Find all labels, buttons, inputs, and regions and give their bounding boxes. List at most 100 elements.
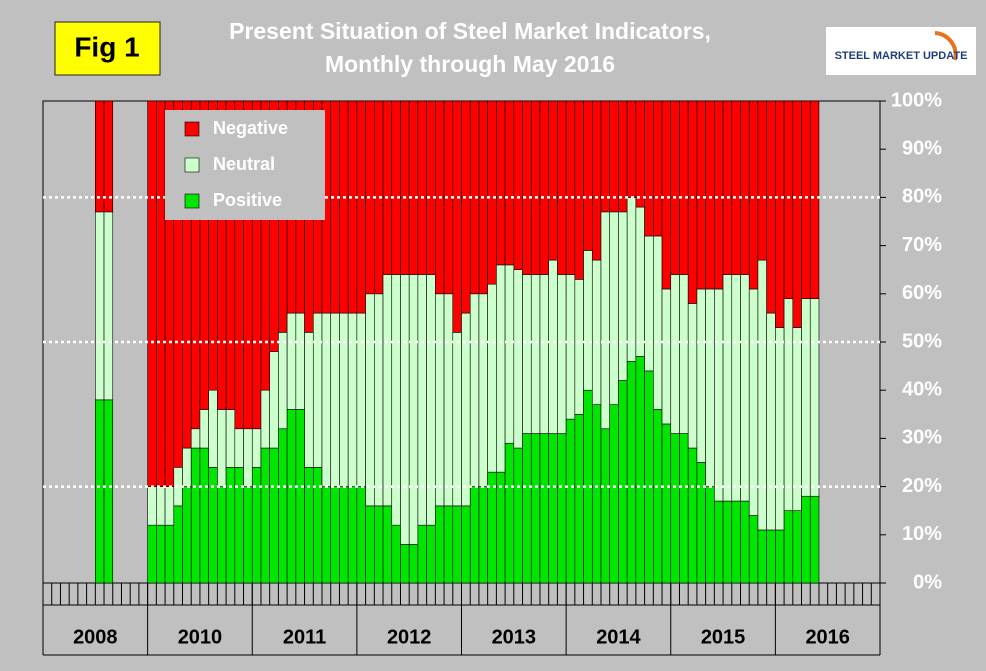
bar-segment [731, 274, 741, 502]
bar-segment [435, 293, 445, 507]
bar-segment [591, 259, 602, 405]
bar-segment [705, 486, 715, 584]
bar-segment [243, 486, 253, 584]
bar-segment [164, 486, 175, 526]
bar-segment [705, 288, 715, 487]
bar-segment [103, 100, 114, 213]
bar-segment [766, 100, 776, 314]
bar-segment [103, 399, 114, 584]
bar-segment [487, 471, 497, 584]
bar-segment [234, 467, 244, 584]
bar-segment [260, 447, 270, 584]
bar-segment [190, 428, 201, 449]
bar-segment [217, 486, 227, 584]
figure-label: Fig 1 [74, 31, 139, 62]
bar-segment [574, 279, 584, 415]
bar-segment [722, 500, 733, 584]
bar-segment [757, 529, 767, 584]
bar-segment [225, 409, 236, 468]
bar-segment [809, 495, 820, 584]
bar-segment [452, 100, 462, 333]
bar-segment [251, 467, 262, 584]
bar-segment [208, 467, 218, 584]
bar-segment [557, 433, 567, 584]
bar-segment [687, 303, 698, 449]
y-tick-label: 30% [902, 427, 942, 449]
bar-segment [190, 447, 201, 584]
bar-segment [382, 505, 393, 584]
bar-segment [783, 510, 794, 584]
bar-segment [635, 356, 645, 584]
bar-segment [714, 100, 724, 290]
bar-segment [801, 100, 811, 299]
bar-segment [356, 312, 366, 487]
bar-segment [696, 288, 706, 463]
bar-segment [391, 524, 401, 584]
bar-segment [801, 298, 811, 497]
bar-segment [312, 312, 323, 468]
bar-segment [644, 370, 654, 584]
bar-segment [679, 433, 689, 584]
bar-segment [530, 274, 541, 434]
bar-segment [452, 505, 462, 584]
x-tick-label: 2015 [701, 626, 746, 648]
bar-segment [147, 524, 157, 584]
bar-segment [278, 428, 288, 584]
bar-segment [809, 298, 820, 497]
y-tick-label: 50% [902, 330, 942, 352]
bar-segment [461, 100, 471, 314]
bar-segment [304, 332, 314, 468]
logo-text: STEEL MARKET UPDATE [835, 50, 968, 62]
bar-segment [687, 447, 698, 584]
plot: 0% 10% 20% 30% 40% 50% 60% 70% 80% 90% 100% 2008 201… [42, 89, 942, 656]
bar-segment [574, 100, 584, 280]
bar-segment [609, 211, 619, 405]
figure-label-box [54, 21, 161, 76]
bar-segment [653, 409, 663, 584]
bar-segment [199, 409, 209, 449]
bar-segment [775, 100, 785, 328]
bar-segment [591, 100, 602, 261]
bar-segment [714, 288, 724, 502]
bar-segment [653, 100, 663, 237]
y-tick-label: 20% [902, 475, 942, 497]
bar-segment [748, 100, 759, 290]
bar-segment [748, 288, 759, 516]
bar-segment [801, 495, 811, 584]
bar-segment [347, 100, 358, 314]
y-tick-label: 0% [913, 571, 942, 593]
bar-segment [775, 327, 785, 531]
bar-segment [435, 505, 445, 584]
y-tick-label: 80% [902, 186, 942, 208]
bar-segment [714, 500, 724, 584]
bar-segment [618, 211, 628, 381]
bar-segment [208, 389, 218, 468]
bar-segment [347, 486, 358, 584]
bar-segment [618, 380, 628, 584]
bar-segment [626, 197, 637, 362]
bar-segment [513, 269, 523, 449]
bar-segment [164, 524, 175, 584]
bar-segment [295, 409, 305, 584]
bar-segment [408, 274, 419, 545]
bar-segment [95, 100, 105, 213]
bar-segment [400, 274, 410, 545]
bar-segment [408, 544, 419, 584]
bar-segment [565, 100, 576, 275]
y-tick-label: 10% [902, 523, 942, 545]
bar-segment [295, 312, 305, 410]
bar-segment [600, 211, 611, 430]
bar-segment [687, 100, 698, 304]
bar-segment [330, 486, 340, 584]
y-tick-label: 60% [902, 282, 942, 304]
bar-segment [679, 274, 689, 434]
bar-segment [766, 312, 776, 531]
x-tick-label: 2014 [596, 626, 641, 648]
x-tick-label: 2011 [283, 626, 326, 648]
legend-label: Neutral [213, 154, 275, 174]
bar-segment [330, 312, 340, 487]
bar-segment [644, 235, 654, 372]
bar-segment [95, 399, 105, 584]
bar-segment [539, 433, 549, 584]
